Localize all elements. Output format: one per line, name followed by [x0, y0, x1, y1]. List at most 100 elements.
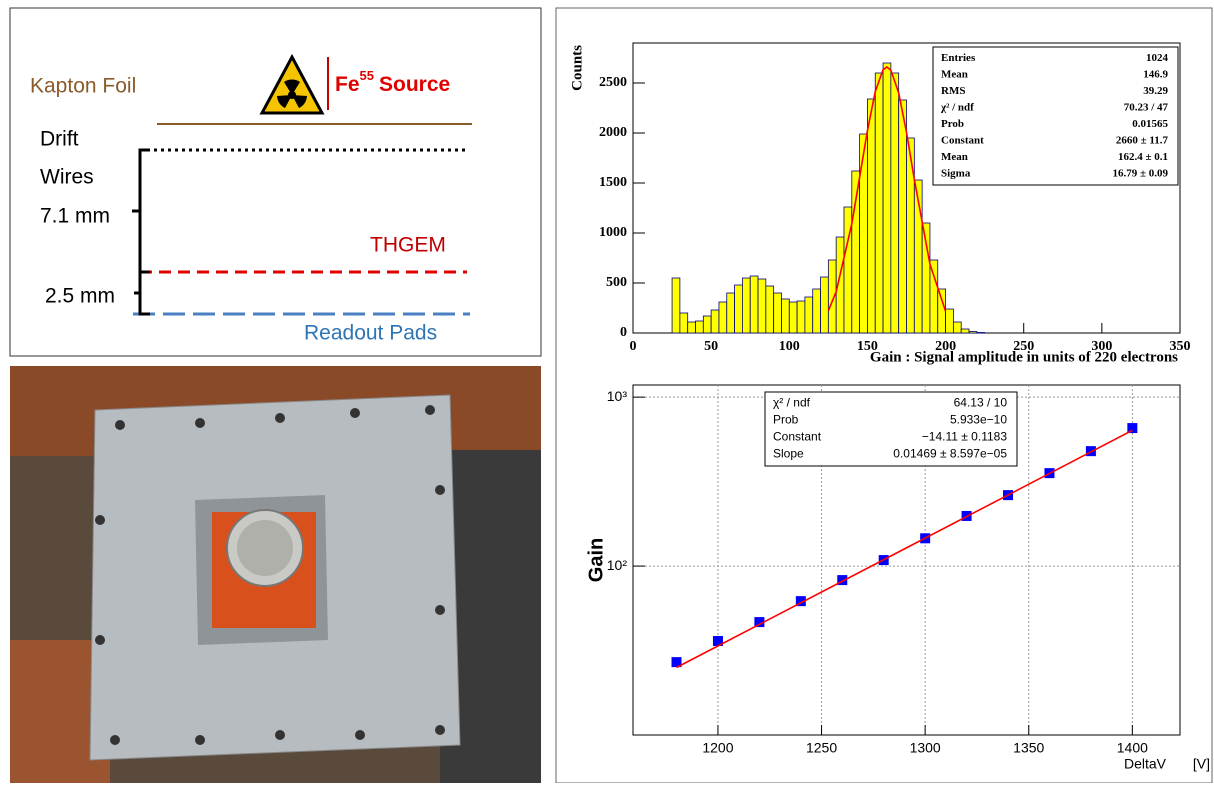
- bar: [867, 98, 876, 334]
- pads-label: Readout Pads: [304, 322, 437, 345]
- bar: [710, 309, 720, 334]
- stats-value: 64.13 / 10: [954, 396, 1008, 410]
- stats-key: Entries: [941, 52, 976, 64]
- stats-value: 0.01469 ± 8.597e−05: [893, 447, 1007, 461]
- bar: [781, 298, 790, 334]
- x-axis-unit: [V]: [1193, 756, 1210, 772]
- bar: [742, 277, 751, 334]
- bar: [671, 277, 681, 334]
- bar: [788, 301, 798, 334]
- y-tick-label: 10²: [607, 557, 628, 573]
- stats-key: RMS: [941, 85, 965, 97]
- gap-label: 7.1 mm: [40, 205, 110, 228]
- stats-key: Mean: [941, 151, 968, 163]
- x-tick-label: 1400: [1117, 740, 1148, 756]
- stats-value: 0.01565: [1132, 118, 1168, 130]
- bar: [820, 276, 829, 334]
- fit-line: [827, 65, 947, 312]
- stats-value: 162.4 ± 0.1: [1118, 151, 1168, 163]
- bar: [874, 72, 884, 334]
- bar: [804, 296, 814, 334]
- kapton-label: Kapton Foil: [30, 75, 136, 98]
- x-tick-label: 1300: [910, 740, 941, 756]
- stats-value: 5.933e−10: [950, 413, 1007, 427]
- diagram-frame: [9, 7, 542, 357]
- bar: [859, 133, 868, 334]
- x-tick-label: 100: [779, 339, 800, 354]
- bar: [687, 321, 696, 334]
- y-tick-label: 0: [620, 325, 627, 340]
- gap-label: 2.5 mm: [45, 285, 115, 308]
- stats-value: 146.9: [1143, 68, 1168, 80]
- y-tick-label: 500: [606, 275, 627, 290]
- stats-key: Prob: [941, 118, 964, 130]
- bar: [898, 99, 907, 334]
- bar: [726, 292, 735, 334]
- stats-key: Mean: [941, 68, 968, 80]
- x-axis-label: Gain : Signal amplitude in units of 220 …: [870, 349, 1178, 365]
- y-tick-label: 1000: [599, 225, 627, 240]
- point: [671, 657, 682, 668]
- x-tick-label: 50: [704, 339, 718, 354]
- bar: [851, 170, 861, 334]
- stats-key: Slope: [773, 447, 804, 461]
- bar: [734, 284, 743, 334]
- fit-line: [676, 429, 1133, 669]
- bar: [952, 321, 962, 334]
- wires-label: Wires: [40, 166, 94, 189]
- bar: [796, 300, 806, 334]
- trefoil: [277, 79, 307, 108]
- stats-key: Sigma: [941, 167, 971, 179]
- source-label: Fe55 Source: [335, 68, 450, 95]
- bracket: [132, 148, 150, 316]
- bar: [773, 292, 782, 334]
- stats-value: −14.11 ± 0.1183: [922, 430, 1008, 444]
- x-tick-label: 1200: [702, 740, 733, 756]
- bar: [890, 72, 900, 334]
- stats-value: 1024: [1146, 52, 1169, 64]
- y-tick-label: 1500: [599, 175, 627, 190]
- stats-box: [764, 391, 1018, 467]
- stats-key: χ² / ndf: [940, 101, 974, 113]
- stats-value: 39.29: [1143, 85, 1168, 97]
- bar: [976, 332, 986, 334]
- stats-value: 16.79 ± 0.09: [1112, 167, 1168, 179]
- stats-key: χ² / ndf: [773, 396, 811, 410]
- point: [712, 636, 723, 647]
- x-tick-label: 150: [857, 339, 878, 354]
- bar: [695, 320, 704, 334]
- x-tick-label: 250: [1013, 339, 1034, 354]
- bar: [882, 62, 892, 334]
- thgem-label: THGEM: [370, 234, 446, 257]
- y-axis-label: Gain: [585, 538, 607, 582]
- bar: [945, 308, 954, 334]
- bar: [929, 259, 939, 334]
- stats-value: 70.23 / 47: [1124, 101, 1169, 113]
- x-tick-label: 300: [1091, 339, 1112, 354]
- bar: [812, 288, 821, 334]
- bar: [906, 137, 915, 334]
- y-tick-label: 2000: [599, 125, 627, 140]
- point: [754, 617, 765, 628]
- point: [837, 575, 848, 586]
- drift-label: Drift: [40, 128, 79, 151]
- bar: [757, 278, 767, 334]
- bar: [968, 331, 978, 334]
- stats-value: 2660 ± 11.7: [1116, 134, 1169, 146]
- bar: [960, 328, 970, 334]
- stats-key: Constant: [941, 134, 984, 146]
- x-tick-label: 1250: [806, 740, 837, 756]
- bar: [765, 285, 775, 334]
- stats-key: Constant: [773, 430, 822, 444]
- x-tick-label: 0: [630, 339, 637, 354]
- point: [795, 596, 806, 607]
- stats-box: [932, 46, 1179, 186]
- y-axis-label: Counts: [569, 45, 585, 91]
- bar: [937, 288, 946, 334]
- y-tick-label: 10³: [607, 388, 628, 404]
- x-axis-label: DeltaV: [1124, 756, 1167, 772]
- bar: [718, 301, 728, 334]
- bar: [702, 315, 712, 334]
- bar: [679, 312, 689, 334]
- bar: [749, 275, 759, 334]
